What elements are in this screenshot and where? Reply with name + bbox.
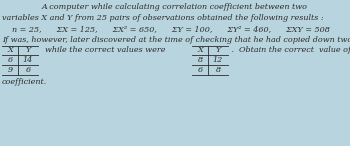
Text: X: X [197, 46, 203, 54]
Text: while the correct values were: while the correct values were [40, 46, 166, 54]
Text: 8: 8 [197, 56, 203, 64]
Text: n = 25,      ΣX = 125,      ΣX² = 650,      ΣY = 100,      ΣY² = 460,      ΣXY =: n = 25, ΣX = 125, ΣX² = 650, ΣY = 100, Σ… [2, 25, 330, 33]
Text: If was, however, later discovered at the time of checking that he had copied dow: If was, however, later discovered at the… [2, 36, 350, 44]
Text: A computer while calculating correlation coefficient between two: A computer while calculating correlation… [42, 3, 308, 11]
Text: X: X [7, 46, 13, 54]
Text: 12: 12 [213, 56, 223, 64]
Text: 6: 6 [7, 56, 13, 64]
Text: Y: Y [25, 46, 31, 54]
Text: Y: Y [215, 46, 220, 54]
Text: 6: 6 [26, 66, 30, 74]
Text: 6: 6 [197, 66, 203, 74]
Text: coefficient.: coefficient. [2, 78, 47, 86]
Text: 8: 8 [216, 66, 220, 74]
Text: 14: 14 [23, 56, 33, 64]
Text: variables X and Y from 25 pairs of observations obtained the following results :: variables X and Y from 25 pairs of obser… [2, 14, 324, 22]
Text: .  Obtain the correct  value of correlation: . Obtain the correct value of correlatio… [229, 46, 350, 54]
Text: 9: 9 [7, 66, 13, 74]
